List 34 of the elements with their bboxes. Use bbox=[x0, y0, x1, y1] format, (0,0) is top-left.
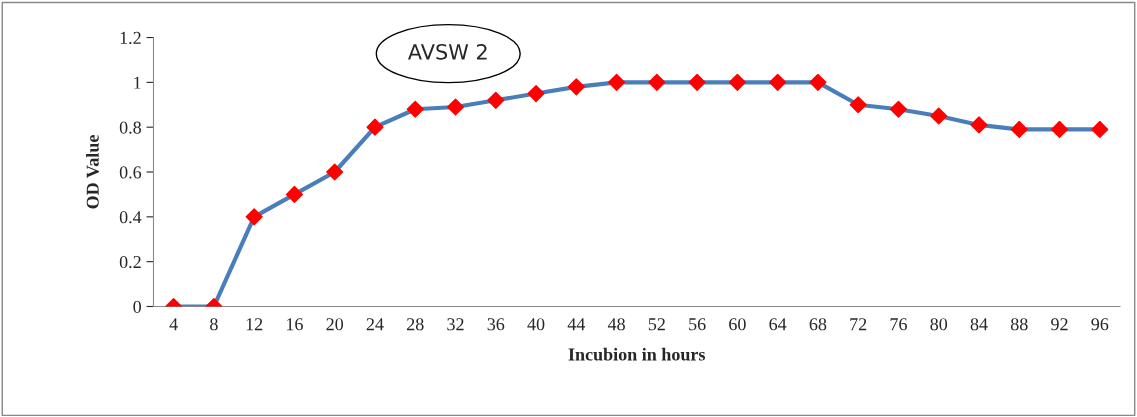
y-tick-label: 1 bbox=[134, 76, 141, 89]
x-tick-label: 8 bbox=[210, 318, 218, 331]
x-tick-label: 56 bbox=[689, 318, 706, 331]
x-tick-label: 72 bbox=[850, 318, 867, 331]
x-tick-label: 84 bbox=[970, 318, 988, 331]
x-tick-label: 80 bbox=[930, 318, 948, 331]
x-tick-label: 24 bbox=[366, 318, 384, 331]
x-tick-label: 16 bbox=[287, 318, 303, 331]
x-tick-label: 92 bbox=[1051, 318, 1068, 331]
x-tick-label: 32 bbox=[447, 318, 464, 331]
y-tick-label: 0.8 bbox=[119, 121, 141, 134]
x-tick-label: 36 bbox=[487, 318, 505, 331]
x-tick-label: 4 bbox=[169, 318, 178, 331]
x-tick-label: 28 bbox=[407, 318, 424, 331]
y-tick-label: 0 bbox=[133, 300, 141, 313]
x-tick-label: 76 bbox=[890, 318, 907, 331]
y-tick-label: 1.2 bbox=[120, 31, 141, 45]
y-tick-label: 0.2 bbox=[119, 255, 141, 269]
x-tick-label: 60 bbox=[729, 318, 746, 331]
x-tick-label: 52 bbox=[648, 318, 665, 331]
chart-title: AVSW 2 bbox=[407, 43, 487, 60]
x-tick-label: 68 bbox=[809, 318, 827, 331]
x-tick-label: 96 bbox=[1091, 318, 1109, 331]
y-tick-label: 0.6 bbox=[119, 166, 142, 179]
x-axis-title: Incubion in hours bbox=[568, 347, 706, 361]
x-tick-label: 40 bbox=[527, 318, 545, 331]
x-tick-label: 12 bbox=[246, 318, 263, 331]
x-tick-label: 88 bbox=[1010, 318, 1028, 331]
x-tick-label: 64 bbox=[769, 318, 787, 331]
x-tick-label: 44 bbox=[567, 318, 586, 331]
y-tick-label: 0.4 bbox=[119, 211, 142, 224]
x-tick-label: 48 bbox=[607, 318, 625, 331]
x-tick-label: 20 bbox=[326, 318, 344, 331]
y-axis-title: OD Value bbox=[86, 135, 99, 209]
